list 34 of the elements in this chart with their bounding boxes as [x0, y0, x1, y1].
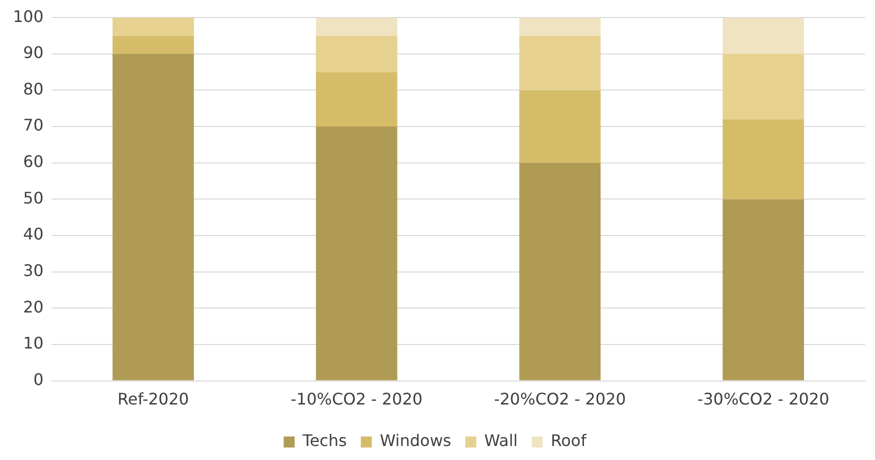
- bar: [722, 18, 804, 54]
- bar: [722, 199, 804, 380]
- y-tick-label: 60: [23, 152, 44, 172]
- legend-label: Wall: [484, 431, 518, 450]
- x-tick-label: -20%CO2 - 2020: [494, 390, 626, 409]
- legend-label: Roof: [550, 431, 587, 450]
- y-tick-label: 20: [23, 297, 44, 316]
- y-tick-label: 10: [23, 334, 44, 353]
- y-tick-label: 0: [33, 370, 44, 389]
- bar: [722, 119, 804, 200]
- y-tick-label: 100: [12, 6, 44, 26]
- bar: [722, 54, 804, 120]
- bar: [519, 36, 601, 90]
- legend-label: Techs: [302, 431, 347, 450]
- bar: [519, 18, 601, 36]
- y-tick-label: 30: [23, 260, 44, 280]
- y-tick-label: 90: [23, 43, 44, 62]
- x-tick-label: Ref-2020: [117, 390, 189, 409]
- bar: [112, 18, 194, 36]
- bar: [519, 90, 601, 163]
- legend-label: Windows: [380, 431, 452, 450]
- x-tick-label: -10%CO2 - 2020: [290, 390, 423, 409]
- bar: [316, 18, 398, 36]
- bar: [112, 36, 194, 54]
- bar: [316, 72, 398, 127]
- bar: [519, 162, 601, 380]
- bar: [316, 36, 398, 72]
- bar: [112, 54, 194, 380]
- y-tick-label: 50: [23, 188, 44, 208]
- y-tick-label: 40: [23, 224, 44, 244]
- x-tick-label: -30%CO2 - 2020: [697, 390, 830, 409]
- y-tick-label: 70: [23, 116, 44, 135]
- y-tick-label: 80: [23, 79, 44, 98]
- bar: [316, 126, 398, 380]
